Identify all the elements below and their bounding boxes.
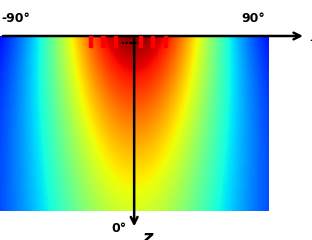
- Text: ...: ...: [130, 36, 141, 46]
- Text: z: z: [142, 229, 153, 240]
- Bar: [89, 36, 92, 47]
- Text: 90°: 90°: [241, 12, 265, 25]
- Bar: [101, 36, 105, 47]
- Text: ...: ...: [121, 36, 132, 46]
- Text: x: x: [310, 27, 312, 45]
- Bar: [139, 36, 142, 47]
- Bar: [164, 36, 167, 47]
- Bar: [151, 36, 154, 47]
- Text: -90°: -90°: [2, 12, 31, 25]
- Bar: [114, 36, 117, 47]
- Text: 0°: 0°: [111, 222, 126, 235]
